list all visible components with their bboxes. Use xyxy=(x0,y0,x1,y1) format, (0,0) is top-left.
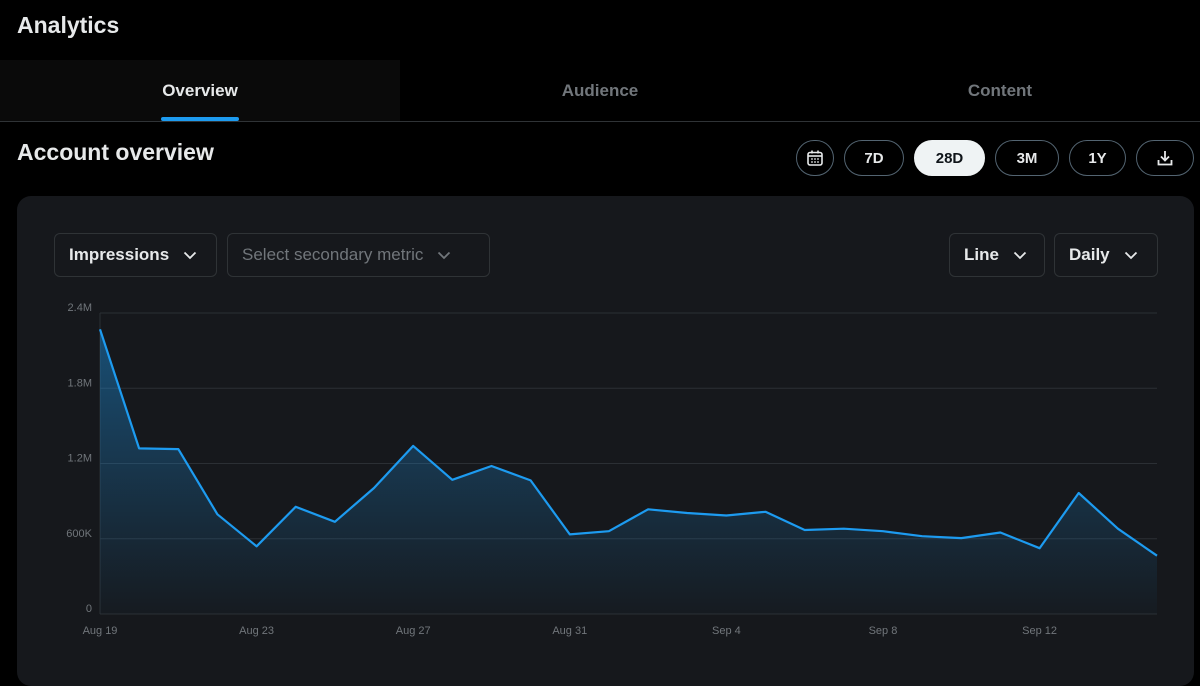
x-tick-label: Aug 27 xyxy=(396,625,431,637)
impressions-line xyxy=(98,328,1158,557)
tab-overview-label: Overview xyxy=(162,80,238,100)
page-title: Analytics xyxy=(17,12,120,38)
x-tick-label: Aug 19 xyxy=(83,625,118,637)
granularity-dropdown[interactable]: Daily xyxy=(1054,233,1158,277)
calendar-button[interactable] xyxy=(796,140,834,176)
tab-bar: Overview Audience Content xyxy=(0,60,1200,122)
tab-overview[interactable]: Overview xyxy=(0,60,400,121)
x-tick-label: Sep 8 xyxy=(869,625,898,637)
range-28d-button[interactable]: 28D xyxy=(914,140,985,176)
download-icon xyxy=(1157,151,1173,166)
granularity-label: Daily xyxy=(1069,245,1110,264)
tab-audience-label: Audience xyxy=(561,80,639,100)
y-tick-label: 0 xyxy=(86,603,92,615)
chevron-down-icon xyxy=(1124,251,1137,260)
date-range-selector: 7D 28D 3M 1Y xyxy=(796,139,1194,177)
secondary-metric-dropdown[interactable]: Select secondary metric xyxy=(227,233,490,277)
tab-content[interactable]: Content xyxy=(800,60,1200,121)
x-tick-label: Aug 23 xyxy=(239,625,274,637)
y-tick-label: 600K xyxy=(66,528,92,540)
range-3m-button[interactable]: 3M xyxy=(995,140,1059,176)
calendar-icon xyxy=(807,150,823,166)
secondary-metric-placeholder: Select secondary metric xyxy=(242,245,424,264)
range-7d-button[interactable]: 7D xyxy=(844,140,904,176)
download-button[interactable] xyxy=(1136,140,1194,176)
chart-type-dropdown[interactable]: Line xyxy=(949,233,1045,277)
tab-content-label: Content xyxy=(967,80,1033,100)
chevron-down-icon xyxy=(184,251,197,260)
chevron-down-icon xyxy=(438,251,451,260)
tab-audience[interactable]: Audience xyxy=(400,60,800,121)
range-1y-button[interactable]: 1Y xyxy=(1069,140,1126,176)
y-tick-label: 1.8M xyxy=(68,377,92,389)
x-tick-label: Sep 12 xyxy=(1022,625,1057,637)
chevron-down-icon xyxy=(1013,251,1027,260)
x-tick-label: Sep 4 xyxy=(712,625,741,637)
impressions-area-fill xyxy=(100,329,1157,614)
x-tick-label: Aug 31 xyxy=(552,625,587,637)
chart-type-label: Line xyxy=(964,245,999,264)
primary-metric-dropdown[interactable]: Impressions xyxy=(54,233,217,277)
y-tick-label: 1.2M xyxy=(68,453,92,465)
section-title: Account overview xyxy=(17,139,214,165)
active-tab-indicator xyxy=(161,117,239,121)
primary-metric-label: Impressions xyxy=(69,245,170,264)
y-tick-label: 2.4M xyxy=(68,302,92,314)
